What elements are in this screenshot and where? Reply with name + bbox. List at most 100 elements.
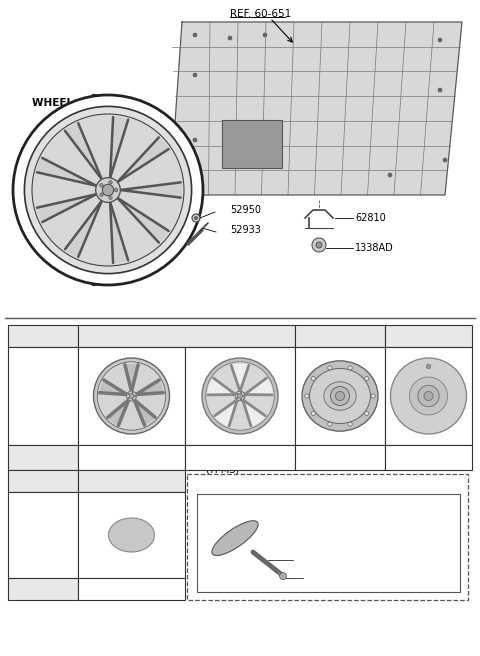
Circle shape — [371, 394, 375, 398]
Bar — [78, 445, 185, 470]
Circle shape — [365, 411, 369, 415]
Ellipse shape — [212, 521, 258, 556]
Circle shape — [312, 238, 326, 252]
Circle shape — [134, 395, 136, 397]
Text: 24537: 24537 — [315, 573, 344, 583]
Circle shape — [129, 394, 134, 398]
Bar — [8, 445, 78, 470]
Circle shape — [311, 411, 315, 415]
Polygon shape — [125, 365, 138, 392]
Bar — [197, 494, 460, 592]
Bar — [8, 470, 78, 492]
Text: 52933K: 52933K — [262, 477, 299, 487]
Circle shape — [348, 422, 352, 426]
Circle shape — [438, 88, 442, 92]
Text: WHEEL ASSY: WHEEL ASSY — [32, 98, 107, 108]
Circle shape — [193, 138, 197, 142]
Text: Kia: Kia — [120, 529, 143, 543]
Text: 1338AD: 1338AD — [355, 243, 394, 253]
Text: (TPMS): (TPMS) — [205, 465, 239, 475]
Polygon shape — [215, 400, 237, 426]
Circle shape — [228, 36, 232, 40]
Circle shape — [328, 366, 332, 370]
Text: 52960-R0100: 52960-R0100 — [101, 584, 162, 594]
Circle shape — [409, 377, 447, 415]
Text: 62810: 62810 — [355, 213, 386, 223]
Circle shape — [109, 196, 112, 199]
Bar — [185, 445, 295, 470]
Bar — [295, 445, 385, 470]
Circle shape — [97, 362, 166, 430]
Polygon shape — [134, 400, 155, 425]
Circle shape — [316, 242, 322, 248]
Circle shape — [128, 398, 130, 399]
Text: 52971-R0000: 52971-R0000 — [398, 453, 459, 462]
Circle shape — [438, 38, 442, 42]
Polygon shape — [208, 378, 236, 395]
Circle shape — [32, 114, 184, 266]
Circle shape — [237, 393, 238, 395]
Ellipse shape — [13, 95, 203, 285]
Circle shape — [240, 392, 242, 394]
Polygon shape — [108, 400, 129, 425]
Ellipse shape — [302, 361, 378, 431]
Circle shape — [96, 178, 120, 202]
Bar — [78, 492, 185, 578]
Circle shape — [193, 73, 197, 77]
Bar — [8, 347, 78, 445]
Circle shape — [305, 394, 309, 398]
Circle shape — [263, 33, 267, 37]
Text: 52910-R3000
52910-R3020: 52910-R3000 52910-R3020 — [209, 448, 271, 467]
Polygon shape — [65, 123, 102, 179]
Polygon shape — [118, 198, 168, 243]
Bar — [385, 325, 472, 347]
Bar — [385, 445, 472, 470]
Ellipse shape — [324, 382, 356, 410]
Text: 52960: 52960 — [116, 476, 147, 486]
Text: 52950: 52950 — [230, 205, 261, 215]
Circle shape — [235, 391, 245, 401]
Polygon shape — [110, 202, 128, 263]
Circle shape — [193, 33, 197, 37]
Bar — [8, 325, 78, 347]
Bar — [78, 470, 185, 492]
Circle shape — [114, 188, 118, 192]
Bar — [8, 492, 78, 578]
Circle shape — [336, 392, 345, 401]
Circle shape — [348, 366, 352, 370]
Text: PNC: PNC — [33, 476, 53, 486]
Bar — [222, 120, 282, 168]
Polygon shape — [136, 380, 163, 395]
Polygon shape — [100, 380, 127, 395]
Circle shape — [328, 422, 332, 426]
Circle shape — [128, 393, 130, 395]
Circle shape — [240, 398, 242, 400]
Circle shape — [279, 573, 287, 580]
Circle shape — [311, 377, 315, 380]
Circle shape — [194, 216, 197, 220]
Circle shape — [132, 392, 133, 394]
Bar — [78, 325, 295, 347]
Ellipse shape — [108, 518, 155, 552]
Circle shape — [237, 398, 238, 399]
Circle shape — [424, 392, 433, 401]
Text: P/NO: P/NO — [31, 584, 55, 594]
Polygon shape — [231, 364, 249, 392]
Text: PNC: PNC — [33, 331, 53, 341]
Bar — [78, 347, 185, 445]
Circle shape — [443, 158, 447, 162]
Bar — [185, 347, 295, 445]
Text: 52933: 52933 — [230, 225, 261, 235]
Circle shape — [238, 394, 242, 398]
Polygon shape — [243, 400, 265, 426]
Ellipse shape — [310, 369, 371, 424]
Bar — [295, 325, 385, 347]
Text: 52919-P2200: 52919-P2200 — [310, 453, 370, 462]
Text: 52910-R0110: 52910-R0110 — [101, 453, 162, 462]
Polygon shape — [65, 201, 102, 257]
Circle shape — [132, 398, 133, 400]
Circle shape — [243, 395, 244, 397]
Circle shape — [109, 180, 112, 184]
Text: 52971: 52971 — [413, 331, 444, 341]
Circle shape — [100, 184, 103, 187]
